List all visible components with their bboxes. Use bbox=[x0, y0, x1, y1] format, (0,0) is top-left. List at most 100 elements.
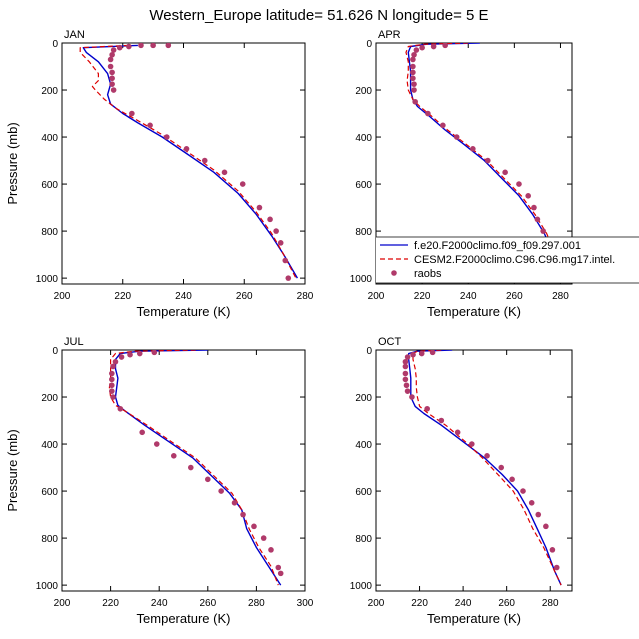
raobs-point bbox=[231, 500, 238, 506]
raobs-point bbox=[438, 417, 445, 424]
raobs-point bbox=[268, 547, 274, 553]
raobs-point bbox=[403, 382, 410, 389]
panel-label: OCT bbox=[378, 336, 402, 348]
x-tick-label: 220 bbox=[414, 291, 431, 302]
x-tick-label: 240 bbox=[151, 598, 168, 609]
raobs-point bbox=[109, 81, 115, 87]
plot-area bbox=[108, 350, 284, 586]
series-line-1 bbox=[108, 350, 279, 586]
y-tick-label: 600 bbox=[41, 180, 58, 191]
y-tick-label: 1000 bbox=[36, 581, 59, 592]
y-tick-label: 1000 bbox=[350, 274, 373, 285]
y-tick-label: 0 bbox=[52, 39, 58, 50]
raobs-point bbox=[165, 43, 172, 49]
raobs-point bbox=[285, 275, 292, 281]
x-tick-label: 240 bbox=[460, 291, 477, 302]
legend-label: CESM2.F2000climo.C96.C96.mg17.intel. bbox=[414, 254, 615, 266]
plot-area bbox=[402, 350, 562, 586]
raobs-point bbox=[419, 44, 425, 51]
raobs-point bbox=[110, 363, 116, 370]
raobs-point bbox=[502, 169, 508, 176]
raobs-point bbox=[402, 370, 409, 377]
y-tick-label: 600 bbox=[355, 180, 372, 191]
x-axis-label: Temperature (K) bbox=[137, 304, 231, 319]
x-tick-label: 220 bbox=[411, 598, 428, 609]
raobs-point bbox=[239, 181, 246, 187]
panels: 200 220 240 260 280 0 200 400 600 800 1000 JAN Tempe… bbox=[5, 29, 573, 626]
raobs-point bbox=[267, 216, 273, 223]
series-line-0 bbox=[407, 43, 564, 279]
raobs-point bbox=[469, 441, 475, 447]
raobs-point bbox=[402, 363, 409, 370]
raobs-point bbox=[525, 193, 531, 199]
raobs-point bbox=[251, 523, 257, 530]
legend-label: raobs bbox=[414, 268, 442, 280]
raobs-point bbox=[107, 63, 114, 70]
x-tick-label: 200 bbox=[54, 598, 71, 609]
y-tick-label: 800 bbox=[355, 227, 372, 238]
raobs-point bbox=[275, 564, 282, 571]
raobs-point bbox=[260, 535, 267, 541]
raobs-point bbox=[440, 122, 446, 129]
raobs-point bbox=[412, 98, 419, 105]
raobs-point bbox=[183, 146, 190, 152]
raobs-point bbox=[117, 405, 124, 412]
raobs-point bbox=[509, 476, 515, 483]
raobs-point bbox=[109, 382, 115, 389]
raobs-point bbox=[187, 464, 194, 471]
y-tick-label: 0 bbox=[366, 39, 372, 50]
raobs-point bbox=[240, 511, 246, 518]
raobs-point bbox=[535, 511, 542, 518]
raobs-point bbox=[485, 157, 491, 164]
y-tick-label: 400 bbox=[41, 133, 58, 144]
y-tick-label: 1000 bbox=[350, 581, 373, 592]
x-tick-label: 280 bbox=[542, 598, 559, 609]
raobs-point bbox=[139, 429, 145, 436]
raobs-point bbox=[442, 43, 448, 49]
y-tick-label: 800 bbox=[41, 227, 58, 238]
raobs-point bbox=[109, 370, 115, 377]
series-line-0 bbox=[82, 44, 299, 279]
raobs-point bbox=[402, 376, 409, 383]
y-tick-label: 800 bbox=[355, 534, 372, 545]
raobs-point bbox=[410, 75, 416, 82]
raobs-point bbox=[498, 464, 505, 471]
x-tick-label: 240 bbox=[175, 291, 192, 302]
x-tick-label: 260 bbox=[498, 598, 515, 609]
y-tick-label: 400 bbox=[355, 133, 372, 144]
raobs-point bbox=[112, 358, 119, 365]
plot-area bbox=[405, 43, 564, 279]
legend-marker bbox=[391, 270, 397, 276]
raobs-point bbox=[277, 570, 284, 577]
raobs-point bbox=[528, 500, 535, 506]
raobs-point bbox=[549, 547, 556, 553]
y-tick-label: 800 bbox=[41, 534, 58, 545]
raobs-point bbox=[402, 358, 409, 365]
raobs-point bbox=[107, 56, 114, 63]
x-tick-label: 280 bbox=[248, 598, 265, 609]
x-tick-label: 260 bbox=[199, 598, 216, 609]
raobs-point bbox=[109, 51, 115, 58]
y-tick-label: 200 bbox=[355, 86, 372, 97]
raobs-point bbox=[127, 351, 133, 358]
series-line-0 bbox=[114, 350, 282, 586]
raobs-point bbox=[147, 122, 153, 129]
panel-label: APR bbox=[378, 29, 401, 41]
raobs-point bbox=[540, 228, 546, 234]
x-tick-label: 240 bbox=[455, 598, 472, 609]
x-axis-label: Temperature (K) bbox=[427, 304, 521, 319]
x-tick-label: 280 bbox=[552, 291, 569, 302]
raobs-point bbox=[163, 134, 170, 140]
raobs-point bbox=[136, 350, 143, 357]
y-tick-label: 400 bbox=[41, 440, 58, 451]
legend-box bbox=[376, 237, 639, 283]
series-line-1 bbox=[412, 350, 562, 586]
y-tick-label: 0 bbox=[52, 346, 58, 357]
y-tick-label: 200 bbox=[41, 393, 58, 404]
raobs-point bbox=[429, 350, 436, 356]
raobs-point bbox=[138, 43, 144, 49]
x-tick-label: 200 bbox=[368, 598, 385, 609]
raobs-point bbox=[404, 354, 411, 360]
x-axis-label: Temperature (K) bbox=[427, 611, 521, 626]
